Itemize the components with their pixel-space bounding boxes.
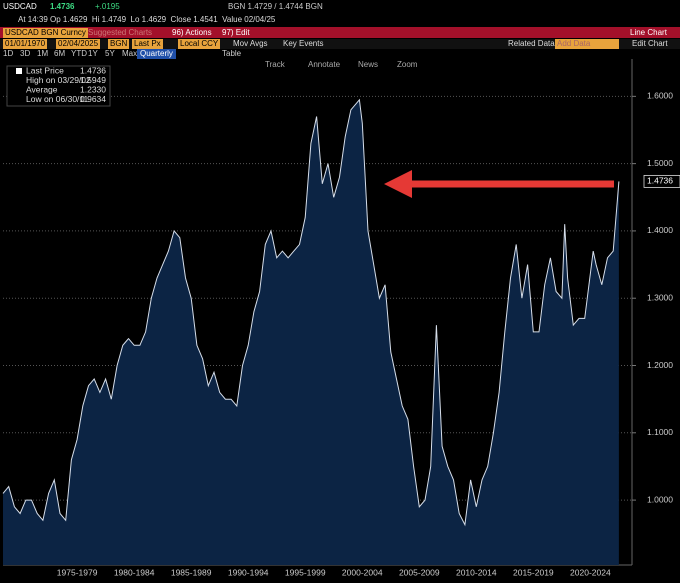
start-date[interactable]: 01/01/1970 [3, 39, 48, 49]
price-line [2, 98, 620, 527]
x-tick-label: 2000-2004 [342, 567, 383, 577]
period-button[interactable]: 5Y [105, 49, 115, 58]
legend-box [6, 65, 111, 107]
related-data[interactable]: Related Data [508, 39, 555, 48]
bid-ask: BGN 1.4729 / 1.4744 BGN [228, 2, 323, 11]
view-name: Line Chart [630, 28, 667, 37]
tool-button[interactable]: Zoom [397, 60, 418, 69]
x-tick-label: 1975-1979 [57, 567, 98, 577]
add-data[interactable]: Add Data [555, 39, 619, 49]
x-tick-label: 2005-2009 [399, 567, 440, 577]
field[interactable]: Last Px [132, 39, 163, 49]
x-tick-label: 1985-1989 [171, 567, 212, 577]
legend-label: Average [26, 84, 58, 94]
frequency[interactable]: Quarterly [137, 49, 176, 59]
source[interactable]: BGN [108, 39, 130, 49]
legend-value: 1.5949 [80, 75, 106, 85]
annotation-arrowhead [384, 170, 412, 198]
last-price-tag: 1.4736 [647, 176, 673, 186]
period-button[interactable]: Max [122, 49, 138, 58]
legend-label: Last Price [26, 65, 64, 75]
chart-tools: Track Annotate News Zoom [0, 59, 680, 70]
period-button[interactable]: 6M [54, 49, 66, 58]
key-events[interactable]: Key Events [283, 39, 324, 48]
x-tick-label: 2015-2019 [513, 567, 554, 577]
y-tick-label: 1.2000 [647, 360, 673, 370]
legend-value: 1.2330 [80, 84, 106, 94]
period-button[interactable]: 1D [3, 49, 14, 58]
legend-label: High on 03/29/02 [26, 75, 91, 85]
quote-bar: USDCAD 1.4736 +.0195 BGN 1.4729 / 1.4744… [0, 0, 680, 13]
controls-bar: 01/01/1970 02/04/2025 BGN Last Px Local … [0, 39, 680, 49]
legend-label: Low on 06/30/11 [26, 94, 88, 104]
quote-details: At 14:39 Op 1.4629 Hi 1.4749 Lo 1.4629 C… [18, 15, 276, 24]
tool-button[interactable]: News [358, 60, 379, 69]
period-button[interactable]: 1Y [88, 49, 98, 58]
suggested-charts[interactable]: Suggested Charts [88, 28, 153, 37]
last-price-tag-box [643, 174, 680, 188]
y-tick-label: 1.3000 [647, 292, 673, 302]
legend-swatch [16, 68, 22, 74]
period-button[interactable]: 3D [20, 49, 31, 58]
change: +.0195 [95, 2, 120, 11]
y-tick-label: 1.0000 [647, 494, 673, 504]
x-tick-label: 2020-2024 [570, 567, 611, 577]
y-tick-label: 1.1000 [647, 427, 673, 437]
edit-chart[interactable]: Edit Chart [632, 39, 668, 48]
periods-bar: Quarterly Table 1D 3D 1M 6M YTD 1Y 5Y Max [0, 49, 680, 59]
y-tick-label: 1.6000 [647, 91, 673, 101]
period-button[interactable]: YTD [71, 49, 87, 58]
x-tick-label: 1995-1999 [285, 567, 326, 577]
end-date[interactable]: 02/04/2025 [56, 39, 101, 49]
currency[interactable]: Local CCY [178, 39, 221, 49]
period-button[interactable]: 1M [37, 49, 49, 58]
legend-value: 0.9634 [80, 94, 106, 104]
ticker: USDCAD [3, 2, 37, 11]
quote-line: At 14:39 Op 1.4629 Hi 1.4749 Lo 1.4629 C… [0, 13, 680, 26]
area [3, 99, 619, 566]
x-tick-label: 2010-2014 [456, 567, 497, 577]
y-tick-label: 1.5000 [647, 158, 673, 168]
x-tick-label: 1990-1994 [228, 567, 269, 577]
menu-bar: USDCAD BGN Curncy Suggested Charts 96) A… [0, 27, 680, 38]
y-tick-label: 1.4000 [647, 225, 673, 235]
legend-value: 1.4736 [80, 65, 106, 75]
security[interactable]: USDCAD BGN Curncy [3, 28, 88, 38]
mov-avgs[interactable]: Mov Avgs [233, 39, 268, 48]
table-tab[interactable]: Table [222, 49, 242, 58]
tool-button[interactable]: Track [265, 60, 285, 69]
tool-button[interactable]: Annotate [308, 60, 341, 69]
actions[interactable]: 96) Actions [172, 28, 212, 37]
last-price: 1.4736 [50, 2, 75, 11]
edit[interactable]: 97) Edit [222, 28, 250, 37]
x-tick-label: 1980-1984 [114, 567, 155, 577]
